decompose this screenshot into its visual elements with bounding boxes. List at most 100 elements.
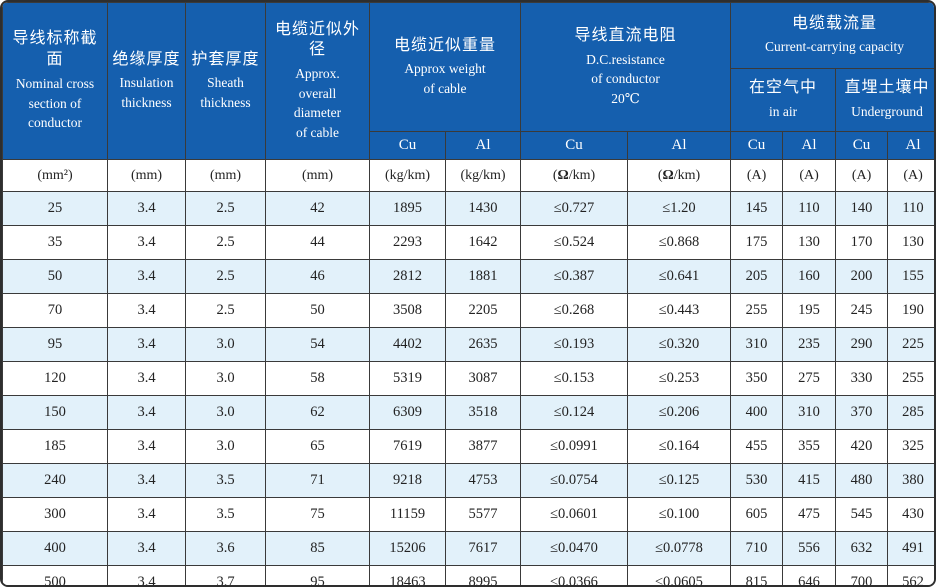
table-cell: 3.0 bbox=[185, 361, 266, 396]
table-cell: 300 bbox=[2, 497, 108, 532]
table-cell: 3.4 bbox=[107, 531, 186, 566]
table-cell: 3.0 bbox=[185, 327, 266, 362]
table-cell: 2293 bbox=[369, 225, 446, 260]
metal-header-cu: Cu bbox=[520, 131, 629, 160]
table-cell: 3.4 bbox=[107, 497, 186, 532]
table-cell: ≤0.0366 bbox=[520, 565, 629, 585]
table-cell: 85 bbox=[265, 531, 370, 566]
table-cell: 75 bbox=[265, 497, 370, 532]
table-cell: 245 bbox=[835, 293, 889, 328]
table-cell: 275 bbox=[782, 361, 837, 396]
table-row: 70 3.4 2.5 50 3508 2205 ≤0.268 ≤0.443 255 195 245 1… bbox=[2, 293, 934, 328]
table-cell: 2.5 bbox=[185, 225, 266, 260]
table-cell: ≤0.193 bbox=[520, 327, 629, 362]
table-cell: 700 bbox=[835, 565, 889, 585]
table-cell: 155 bbox=[887, 259, 934, 294]
table-row: 120 3.4 3.0 58 5319 3087 ≤0.153 ≤0.253 350 275 330… bbox=[2, 361, 934, 396]
table-cell: ≤1.20 bbox=[627, 191, 732, 226]
table-cell: ≤0.0470 bbox=[520, 531, 629, 566]
table-cell: 355 bbox=[782, 429, 837, 464]
table-cell: 3.0 bbox=[185, 395, 266, 430]
table-cell: ≤0.868 bbox=[627, 225, 732, 260]
table-row: 150 3.4 3.0 62 6309 3518 ≤0.124 ≤0.206 400 310 370… bbox=[2, 395, 934, 430]
table-cell: 255 bbox=[887, 361, 934, 396]
table-cell: ≤0.125 bbox=[627, 463, 732, 498]
header-nominal-cross-section-en: Nominal cross section of conductor bbox=[15, 75, 95, 131]
table-cell: 1642 bbox=[444, 225, 522, 260]
table-cell: 380 bbox=[887, 463, 934, 498]
table-cell: 1895 bbox=[369, 191, 446, 226]
header-current-carrying-capacity-zh: 电缆载流量 bbox=[792, 14, 878, 32]
table-cell: 71 bbox=[265, 463, 370, 498]
table-cell: 420 bbox=[835, 429, 889, 464]
table-cell: 185 bbox=[2, 429, 108, 464]
table-cell: 815 bbox=[730, 565, 784, 585]
table-cell: 400 bbox=[2, 531, 108, 566]
table-cell: 35 bbox=[2, 225, 108, 260]
table-cell: 3518 bbox=[444, 395, 522, 430]
table-cell: ≤0.164 bbox=[627, 429, 732, 464]
table-cell: 3.4 bbox=[107, 565, 186, 585]
table-cell: ≤0.443 bbox=[627, 293, 732, 328]
table-cell: 130 bbox=[887, 225, 934, 260]
table-cell: ≤0.124 bbox=[520, 395, 629, 430]
header-approx-weight-zh: 电缆近似重量 bbox=[394, 36, 497, 54]
unit-cell: (mm) bbox=[265, 159, 370, 192]
table-cell: ≤0.0605 bbox=[627, 565, 732, 585]
unit-cell: (kg/km) bbox=[444, 159, 522, 192]
table-cell: 3087 bbox=[444, 361, 522, 396]
table-cell: 562 bbox=[887, 565, 934, 585]
table-cell: 255 bbox=[730, 293, 784, 328]
unit-cell: (A) bbox=[887, 159, 934, 192]
table-row: 240 3.4 3.5 71 9218 4753 ≤0.0754 ≤0.125 530 415 48… bbox=[2, 463, 934, 498]
table-cell: 400 bbox=[730, 395, 784, 430]
header-underground: 直埋土壤中 Underground bbox=[835, 67, 934, 132]
metal-header-al: Al bbox=[627, 131, 732, 160]
table-cell: ≤0.0601 bbox=[520, 497, 629, 532]
table-body: 25 3.4 2.5 42 1895 1430 ≤0.727 ≤1.20 145 110 140 11… bbox=[2, 191, 934, 585]
table-cell: 120 bbox=[2, 361, 108, 396]
table-cell: 190 bbox=[887, 293, 934, 328]
table-cell: 710 bbox=[730, 531, 784, 566]
header-approx-weight: 电缆近似重量 Approx weight of cable bbox=[368, 2, 522, 132]
table-cell: 44 bbox=[265, 225, 370, 260]
header-dc-resistance-zh: 导线直流电阻 bbox=[574, 26, 677, 44]
header-in-air: 在空气中 in air bbox=[730, 67, 837, 132]
table-cell: 2205 bbox=[444, 293, 522, 328]
table-cell: 3.5 bbox=[185, 497, 266, 532]
table-cell: 8995 bbox=[444, 565, 522, 585]
metal-header-cu: Cu bbox=[369, 131, 446, 160]
units-row: (mm²) (mm) (mm) (mm) (kg/km) (kg/km) (Ω/km) (Ω/… bbox=[2, 159, 934, 192]
table-cell: 2635 bbox=[444, 327, 522, 362]
table-cell: 65 bbox=[265, 429, 370, 464]
table-cell: 330 bbox=[835, 361, 889, 396]
table-cell: 3.4 bbox=[107, 191, 186, 226]
table-row: 300 3.4 3.5 75 11159 5577 ≤0.0601 ≤0.100 605 475 5… bbox=[2, 497, 934, 532]
table-cell: 1430 bbox=[444, 191, 522, 226]
table-cell: 3.4 bbox=[107, 361, 186, 396]
table-cell: 7617 bbox=[444, 531, 522, 566]
table-cell: 3.4 bbox=[107, 225, 186, 260]
table-cell: 62 bbox=[265, 395, 370, 430]
unit-cell: (Ω/km) bbox=[627, 159, 732, 192]
table-cell: ≤0.153 bbox=[520, 361, 629, 396]
table-cell: 3.5 bbox=[185, 463, 266, 498]
unit-cell: (A) bbox=[835, 159, 889, 192]
header-current-carrying-capacity: 电缆载流量 Current-carrying capacity bbox=[730, 2, 934, 69]
table-cell: 3.4 bbox=[107, 293, 186, 328]
header-approx-weight-en: Approx weight of cable bbox=[404, 61, 486, 96]
table-cell: 2812 bbox=[369, 259, 446, 294]
table-cell: 15206 bbox=[369, 531, 446, 566]
table-cell: 325 bbox=[887, 429, 934, 464]
table-cell: 475 bbox=[782, 497, 837, 532]
header-overall-diameter-en: Approx. overall diameter of cable bbox=[293, 66, 342, 140]
table-cell: 5319 bbox=[369, 361, 446, 396]
header-dc-resistance: 导线直流电阻 D.C.resistance of conductor 20℃ bbox=[520, 2, 732, 132]
header-insulation-thickness-en: Insulation thickness bbox=[119, 75, 174, 110]
table-cell: 160 bbox=[782, 259, 837, 294]
table-cell: 310 bbox=[782, 395, 837, 430]
table-cell: 285 bbox=[887, 395, 934, 430]
unit-cell: (mm²) bbox=[2, 159, 108, 192]
